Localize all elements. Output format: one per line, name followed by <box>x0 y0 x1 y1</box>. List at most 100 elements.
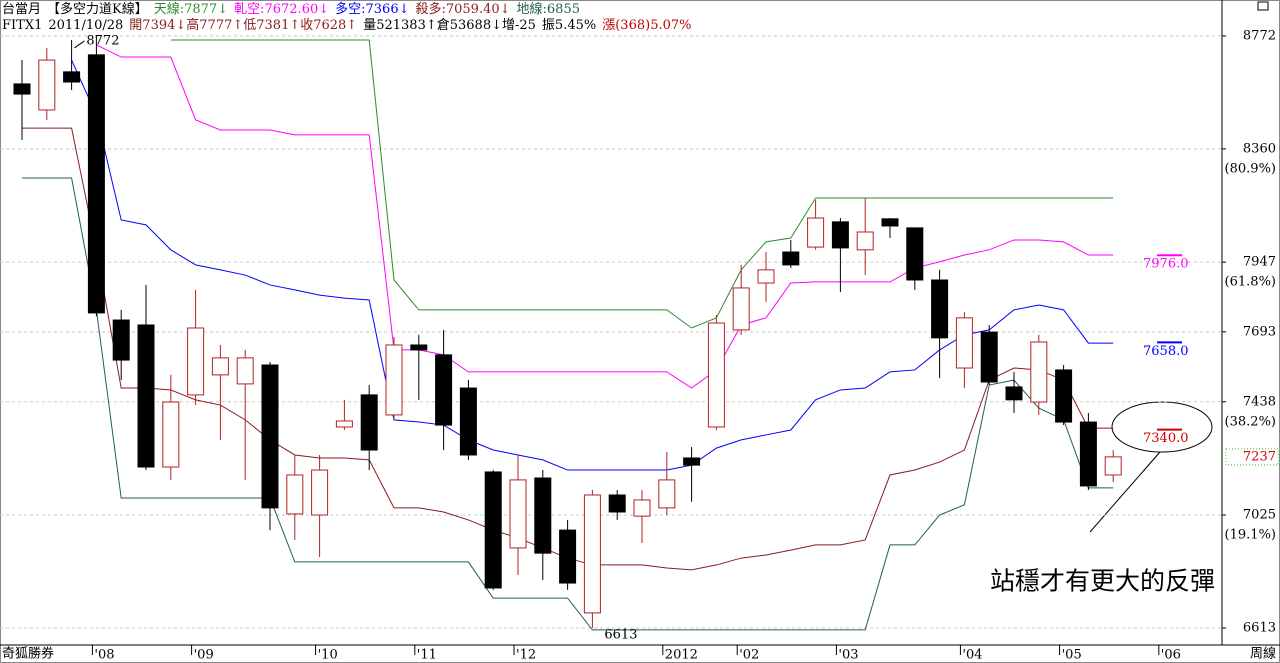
header-item: 振5.45% <box>542 18 596 33</box>
indicator-line <box>22 177 1114 631</box>
candle-body <box>211 357 229 376</box>
candle-body <box>38 59 56 111</box>
candle-body <box>360 394 378 451</box>
source-label: 奇狐勝券 <box>2 646 54 662</box>
y-tick-label: 6613 <box>1243 620 1276 635</box>
candle-body <box>707 322 725 428</box>
header-item: 多空:7366↓ <box>335 1 409 17</box>
header-item: 地線:6855 <box>517 1 580 17</box>
x-tick-label: '09 <box>194 648 214 663</box>
header-item: 2011/10/28 <box>48 18 123 33</box>
annotation: 站穩才有更大的反彈 <box>990 567 1215 596</box>
window-icon <box>1257 1 1269 11</box>
header-item: 量521383↑倉53688↓增-25 <box>363 18 536 33</box>
candle-body <box>608 494 626 513</box>
candle-body <box>534 477 552 554</box>
header-line: FITX1 2011/10/28 開7394↓高7777↑低7381↑收7628↑ 量… <box>2 17 692 33</box>
y-tick-label: 7438 <box>1243 394 1276 409</box>
candle-body <box>509 479 527 549</box>
indicator-line <box>71 59 1114 471</box>
candle-body <box>583 494 601 614</box>
candle-body <box>87 54 105 314</box>
candle-body <box>63 71 81 83</box>
last-price-box <box>1225 448 1279 466</box>
y-tick-label: 8772 <box>1243 28 1276 43</box>
candle-body <box>385 344 403 416</box>
candle-body <box>13 83 31 95</box>
candle-body <box>658 479 676 509</box>
x-tick-label: '11 <box>417 648 437 663</box>
candle-body <box>559 529 577 584</box>
indicator-line <box>170 39 1114 329</box>
x-tick-label: '06 <box>1161 648 1181 663</box>
x-tick-label: 2012 <box>665 648 698 663</box>
candle-body <box>1005 386 1023 401</box>
candle-body <box>807 217 825 248</box>
candle-body <box>881 218 899 227</box>
y-tick-label: 7025 <box>1243 508 1276 523</box>
x-tick-label: '02 <box>739 648 759 663</box>
highlight-ellipse <box>1111 401 1213 453</box>
x-tick-label: '03 <box>838 648 858 663</box>
fib-label: (61.8%) <box>1225 275 1276 290</box>
fib-label: (38.2%) <box>1225 414 1276 429</box>
header-item: 漲(368)5.07% <box>602 18 691 33</box>
candle-body <box>1055 369 1073 423</box>
candle-body <box>1104 456 1122 476</box>
end-label: 7976.0 <box>1143 257 1189 272</box>
y-tick-label: 8360 <box>1243 141 1276 156</box>
candle-body <box>286 474 304 515</box>
candle-body <box>137 324 155 468</box>
candle-body <box>980 331 998 383</box>
candle-body <box>856 231 874 251</box>
header-item: 【多空力道K線】 <box>47 1 148 17</box>
candle-body <box>335 420 353 428</box>
x-tick-label: '08 <box>94 648 114 663</box>
pointer-line <box>1089 451 1161 533</box>
candle-body <box>112 319 130 361</box>
header-item: 天線:7877↓ <box>154 1 228 17</box>
candle-body <box>757 269 775 284</box>
header-line: 台當月 【多空力道K線】 天線:7877↓ 軋空:7672.60↓ 多空:7366↓ 殺多… <box>2 1 580 17</box>
candle-body <box>1079 421 1097 487</box>
fib-label: (80.9%) <box>1225 161 1276 176</box>
fib-label: (19.1%) <box>1225 528 1276 543</box>
candle-body <box>311 469 329 516</box>
candle-body <box>261 364 279 509</box>
x-tick-label: '12 <box>516 648 536 663</box>
y-tick-label: 7947 <box>1243 255 1276 270</box>
candle-body <box>435 354 453 426</box>
high-leader <box>74 40 85 49</box>
header-item: 開7394↓高7777↑低7381↑收7628↑ <box>129 17 357 33</box>
candle-body <box>831 221 849 249</box>
high-label: 8772 <box>86 33 119 48</box>
x-tick-label: '04 <box>962 648 982 663</box>
period-label: 周線 <box>1250 646 1276 662</box>
candle-body <box>931 279 949 339</box>
candle-body <box>410 344 428 351</box>
candle-body <box>955 317 973 369</box>
y-tick-label: 7693 <box>1243 324 1276 339</box>
candle-body <box>906 227 924 281</box>
candle-body <box>782 251 800 266</box>
indicator-line <box>22 127 1114 571</box>
candle-body <box>459 387 477 456</box>
candle-body <box>236 357 254 385</box>
candle-body <box>187 327 205 396</box>
candle-body <box>683 457 701 466</box>
indicator-line <box>96 44 1114 389</box>
candle-body <box>633 499 651 517</box>
low-label: 6613 <box>604 627 637 642</box>
x-tick-label: '10 <box>318 648 338 663</box>
candle-body <box>1030 341 1048 403</box>
header-item: 軋空:7672.60↓ <box>234 2 329 17</box>
x-tick-label: '05 <box>1062 648 1082 663</box>
header-item: 殺多:7059.40↓ <box>415 1 510 17</box>
candle-body <box>732 287 750 331</box>
end-label: 7658.0 <box>1143 344 1189 359</box>
candle-body <box>484 471 502 589</box>
header-item: FITX1 <box>2 18 42 33</box>
last-price-label: 7237 <box>1243 449 1276 464</box>
end-label: 7340.0 <box>1143 431 1189 446</box>
